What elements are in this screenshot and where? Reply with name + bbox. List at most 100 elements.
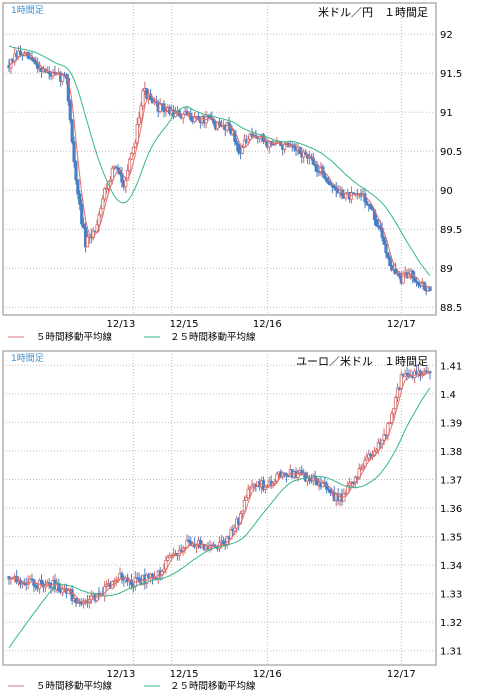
usdjpy-candle-body [36, 63, 40, 69]
usdjpy-candle-body [393, 268, 398, 275]
usdjpy-candle-body [415, 280, 419, 283]
usdjpy-candle-body [126, 170, 130, 181]
usdjpy-candle-body [72, 141, 76, 163]
usdjpy-candle-body [114, 166, 118, 169]
usdjpy-candle-body [369, 205, 373, 209]
eurusd-candle-body [47, 582, 51, 585]
eurusd-candle-body [250, 485, 254, 489]
eurusd-candle-body [34, 584, 38, 588]
usdjpy-candle-body [124, 179, 128, 188]
usdjpy-candle-body [326, 180, 331, 184]
usdjpy-candle-body [30, 57, 34, 61]
usdjpy-x-tick-label: 12/15 [170, 319, 199, 330]
usdjpy-candle-body [330, 184, 335, 188]
eurusd-candle-body [359, 467, 363, 470]
usdjpy-candle-body [250, 133, 254, 137]
usdjpy-candle-body [139, 105, 143, 119]
usdjpy-candle-body [388, 256, 392, 266]
eurusd-candle-body [74, 598, 78, 603]
eurusd-candle-body [242, 500, 246, 512]
usdjpy-candle-body [141, 90, 145, 107]
usdjpy-candle-body [108, 179, 113, 182]
eurusd-candle-body [181, 548, 185, 551]
eurusd-candle-body [399, 374, 403, 389]
usdjpy-chart-title: 米ドル／円 １時間足 [318, 6, 428, 19]
usdjpy-candle-body [131, 146, 135, 154]
eurusd-candle-body [39, 579, 44, 585]
eurusd-chart-title: ユーロ／米ドル １時間足 [296, 355, 428, 368]
usdjpy-candle-body [99, 208, 103, 216]
usdjpy-candle-body [60, 74, 65, 82]
usdjpy-candle-body [365, 201, 369, 205]
eurusd-candle-body [393, 396, 398, 410]
usdjpy-candle-body [313, 164, 317, 167]
usdjpy-candle-body [18, 50, 23, 56]
usdjpy-candle-body [235, 141, 239, 145]
usdjpy-candle-body [97, 214, 101, 226]
usdjpy-candle-body [82, 223, 86, 229]
usdjpy-candle-body [334, 187, 338, 191]
usdjpy-ma5-line [8, 52, 431, 289]
eurusd-candle-body [315, 478, 319, 486]
usdjpy-y-tick-label: 91.5 [440, 69, 462, 80]
usdjpy-candle-body [80, 203, 84, 225]
usdjpy-candle-body [384, 243, 388, 254]
usdjpy-x-tick-label: 12/13 [107, 319, 136, 330]
eurusd-candle-body [388, 422, 392, 425]
eurusd-candle-body [198, 539, 202, 548]
eurusd-candle-body [321, 481, 325, 488]
usdjpy-candle-body [189, 113, 193, 120]
eurusd-legend-ma5-label: ５時間移動平均線 [36, 680, 113, 692]
eurusd-x-tick-label: 12/17 [387, 669, 416, 680]
usdjpy-candle-body [328, 182, 333, 186]
eurusd-candle-body [170, 554, 174, 557]
usdjpy-candle-body [374, 219, 379, 227]
usdjpy-candle-body [323, 173, 327, 179]
usdjpy-candle-body [127, 158, 132, 172]
eurusd-y-tick-label: 1.4 [440, 390, 456, 401]
usdjpy-candle-body [164, 110, 168, 113]
eurusd-candle-body [413, 370, 417, 378]
usdjpy-y-tick-label: 89 [440, 264, 453, 275]
eurusd-candle-body [323, 481, 327, 484]
usdjpy-candle-body [237, 144, 241, 153]
usdjpy-y-tick-label: 89.5 [440, 225, 462, 236]
usdjpy-timeframe-label: 1時間足 [11, 5, 44, 16]
usdjpy-y-tick-label: 90.5 [440, 147, 462, 158]
eurusd-candle-body [395, 387, 400, 398]
eurusd-candle-body [225, 536, 229, 545]
eurusd-candle-body [328, 489, 333, 494]
eurusd-candle-body [166, 557, 170, 561]
eurusd-candle-body [168, 555, 172, 559]
usdjpy-x-tick-label: 12/16 [253, 319, 282, 330]
eurusd-candle-body [43, 585, 47, 588]
eurusd-timeframe-label: 1時間足 [11, 353, 44, 364]
usdjpy-candle-body [378, 225, 382, 229]
usdjpy-candle-body [428, 286, 432, 291]
eurusd-candle-body [120, 573, 124, 579]
usdjpy-y-tick-label: 90 [440, 186, 453, 197]
usdjpy-candle-body [135, 124, 139, 144]
usdjpy-ma25-line [8, 45, 431, 276]
eurusd-candle-body [296, 472, 300, 478]
usdjpy-candle-body [13, 53, 17, 63]
usdjpy-candle-body [145, 88, 149, 100]
eurusd-candle-body [263, 486, 268, 490]
eurusd-y-tick-label: 1.35 [440, 533, 462, 544]
eurusd-candle-body [187, 539, 191, 542]
usdjpy-candle-body [416, 281, 421, 286]
eurusd-y-tick-label: 1.41 [440, 361, 462, 372]
eurusd-candle-body [365, 457, 369, 461]
eurusd-y-tick-label: 1.36 [440, 504, 462, 515]
usdjpy-candle-body [110, 167, 114, 181]
eurusd-candle-body [114, 580, 118, 582]
usdjpy-candle-body [103, 188, 107, 200]
eurusd-candle-body [363, 459, 367, 467]
usdjpy-candle-body [386, 252, 390, 258]
usdjpy-candle-body [78, 193, 82, 205]
eurusd-candle-body [380, 439, 384, 445]
eurusd-candle-body [304, 472, 308, 482]
usdjpy-candle-body [129, 152, 134, 160]
usdjpy-candle-body [66, 78, 70, 102]
